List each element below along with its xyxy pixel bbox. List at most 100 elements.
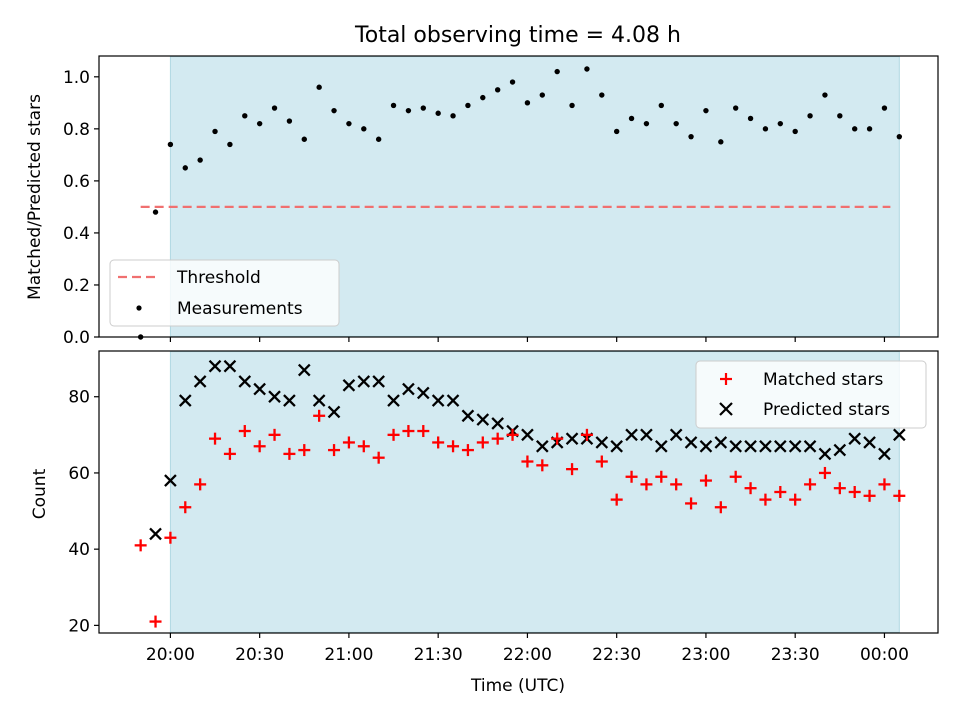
- predicted-star-point: [327, 405, 341, 419]
- x-tick-label: 21:00: [324, 645, 373, 665]
- measurement-point: [777, 120, 784, 127]
- x-tick-label: 22:30: [592, 645, 641, 665]
- matched-star-point: [878, 478, 891, 491]
- predicted-star-point: [774, 439, 787, 453]
- predicted-star-point: [446, 394, 460, 407]
- matched-star-point: [893, 489, 906, 502]
- predicted-star-point: [491, 417, 504, 430]
- chart-title: Total observing time = 4.08 h: [354, 23, 681, 48]
- predicted-star-point: [640, 428, 653, 442]
- bottom-y-tick-label: 60: [68, 464, 90, 484]
- predicted-star-point: [357, 375, 371, 388]
- measurement-point: [494, 87, 501, 93]
- predicted-star-point: [744, 439, 757, 453]
- measurement-point: [420, 105, 426, 111]
- matched-star-point: [194, 478, 207, 491]
- measurement-point: [375, 136, 382, 142]
- matched-star-point: [833, 482, 846, 495]
- measurement-point: [822, 92, 828, 98]
- matched-star-point: [521, 455, 534, 468]
- predicted-star-point: [297, 363, 311, 377]
- matched-star-point: [714, 501, 727, 514]
- matched-star-point: [551, 432, 564, 445]
- matched-star-point: [402, 425, 415, 438]
- predicted-star-point: [149, 527, 162, 541]
- matched-star-point: [223, 447, 236, 460]
- measurement-point: [762, 126, 769, 132]
- measurement-point: [569, 102, 575, 109]
- measurement-point: [584, 66, 590, 72]
- top-y-tick-label: 0.8: [63, 120, 90, 140]
- matched-star-point: [313, 409, 326, 422]
- matched-star-point: [640, 478, 653, 491]
- predicted-star-point: [684, 436, 698, 449]
- matched-star-point: [566, 463, 579, 476]
- predicted-star-point: [223, 359, 237, 373]
- measurement-point: [316, 84, 322, 90]
- measurement-point: [703, 107, 709, 114]
- bottom-legend: Matched stars Predicted stars: [695, 360, 927, 429]
- measurement-point: [554, 68, 560, 75]
- predicted-star-point: [164, 474, 177, 487]
- predicted-star-point: [521, 428, 534, 442]
- bottom-y-tick-label: 40: [68, 540, 90, 560]
- x-axis-label: Time (UTC): [470, 676, 565, 696]
- measurement-point: [167, 141, 174, 148]
- matched-star-point: [387, 428, 400, 441]
- predicted-star-point: [253, 382, 266, 396]
- predicted-star-point: [238, 375, 252, 388]
- predicted-star-point: [342, 378, 356, 392]
- x-tick-label: 22:00: [503, 645, 552, 665]
- bottom-y-axis-label: Count: [30, 468, 50, 519]
- measurement-point: [658, 102, 665, 109]
- x-tick-label: 21:30: [414, 645, 463, 665]
- predicted-star-point: [878, 447, 891, 461]
- matched-star-point: [283, 447, 296, 460]
- measurement-point: [643, 120, 650, 127]
- matched-star-point: [580, 428, 593, 441]
- top-y-tick-label: 0.4: [63, 224, 90, 244]
- measurement-point: [346, 120, 352, 127]
- count-points: [134, 359, 906, 628]
- measurement-point: [361, 126, 367, 132]
- matched-star-point: [268, 428, 281, 441]
- legend-matched-label: Matched stars: [763, 370, 883, 390]
- measurement-point: [539, 92, 546, 98]
- matched-star-point: [759, 493, 772, 506]
- top-y-axis-label: Matched/Predicted stars: [25, 94, 45, 300]
- measurement-point: [524, 100, 531, 106]
- measurement-point: [405, 107, 412, 114]
- top-y-tick-label: 0.6: [63, 172, 90, 192]
- measurement-point: [792, 128, 798, 135]
- predicted-star-point: [788, 439, 802, 453]
- predicted-star-point: [833, 443, 847, 457]
- top-x-ticks: [169, 337, 886, 342]
- matched-star-point: [179, 501, 192, 514]
- predicted-star-point: [669, 428, 683, 442]
- predicted-star-point: [654, 439, 668, 453]
- matched-star-point: [134, 539, 147, 552]
- bottom-plot-frame: [98, 350, 939, 634]
- predicted-star-point: [818, 447, 832, 461]
- predicted-star-point: [610, 439, 623, 453]
- matched-star-point: [789, 493, 802, 506]
- measurement-point: [256, 120, 263, 127]
- matched-star-point: [149, 615, 162, 628]
- predicted-star-point: [178, 394, 192, 407]
- measurement-point: [435, 110, 441, 116]
- bottom-x-ticks: 20:00 20:30 21:00 21:30 22:00 22:30 23:00 23:30…: [146, 633, 909, 665]
- measurement-point: [509, 79, 516, 85]
- measurement-point: [197, 157, 203, 163]
- predicted-star-point: [283, 394, 296, 407]
- measurement-point: [732, 105, 739, 111]
- measurement-point: [212, 128, 218, 135]
- matched-star-point: [342, 436, 355, 449]
- predicted-star-point: [402, 382, 415, 396]
- x-tick-label: 20:00: [146, 645, 195, 665]
- matched-star-point: [417, 425, 430, 438]
- measurement-point: [465, 102, 471, 109]
- matched-star-point: [357, 440, 370, 453]
- predicted-star-point: [476, 413, 490, 426]
